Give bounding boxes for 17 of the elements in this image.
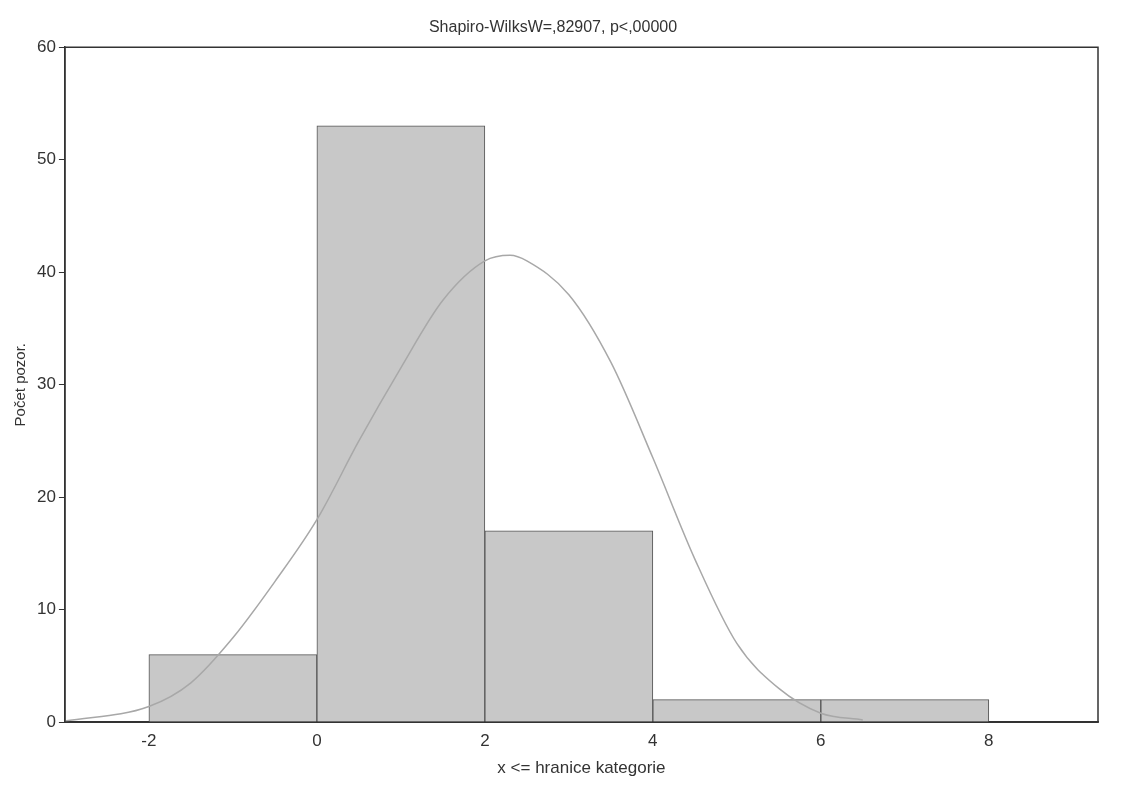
x-tick-label: -2 [141, 731, 157, 751]
y-axis-title: Počet pozor. [11, 343, 29, 427]
x-tick-label: 6 [816, 731, 826, 751]
x-tick-label: 4 [648, 731, 658, 751]
x-axis-title: x <= hranice kategorie [497, 758, 666, 778]
chart-title: Shapiro-WilksW=,82907, p<,00000 [428, 18, 678, 36]
x-tick-label: 2 [480, 731, 490, 751]
x-tick-label: 0 [312, 731, 322, 751]
y-tick-label: 50 [36, 149, 56, 169]
y-tick-label: 30 [36, 374, 56, 394]
y-tick-label: 40 [36, 261, 56, 281]
x-tick-label: 8 [984, 731, 994, 751]
y-tick-label: 10 [36, 599, 56, 619]
y-tick-label: 0 [46, 711, 56, 731]
y-tick-label: 60 [36, 36, 56, 56]
line-series [64, 254, 864, 722]
y-tick-label: 20 [36, 486, 56, 506]
